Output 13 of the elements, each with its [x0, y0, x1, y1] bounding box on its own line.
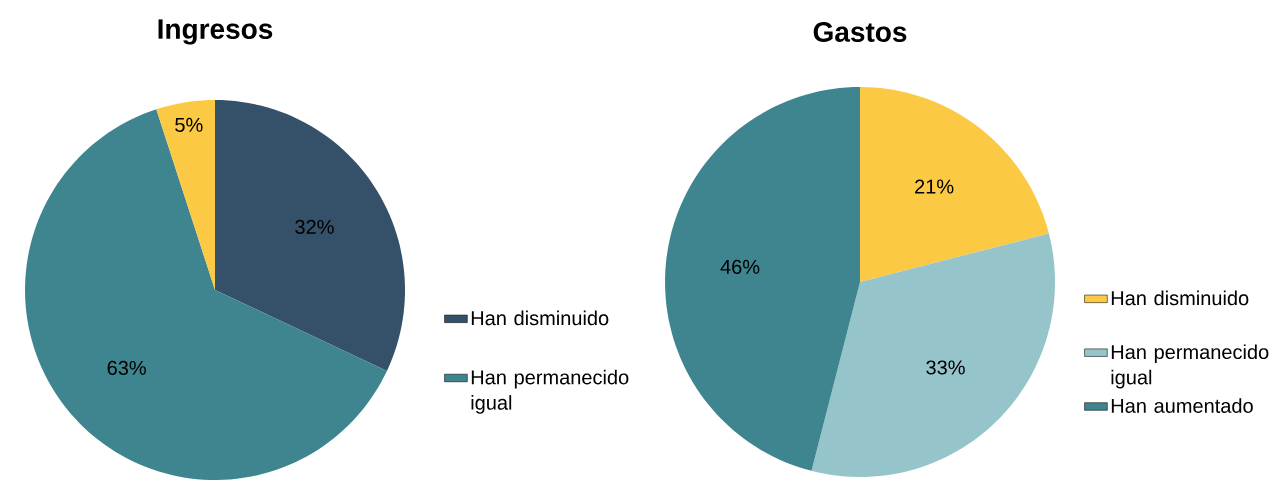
data-label: 21% — [915, 179, 954, 194]
data-label: 33% — [926, 360, 965, 375]
legend-label: Han disminuido — [471, 310, 609, 326]
chart-title: Gastos — [813, 22, 907, 42]
legend-label: Han disminuido — [1111, 290, 1249, 306]
data-label: 32% — [295, 219, 334, 234]
data-label: 63% — [107, 360, 146, 375]
legend-label: Han permanecido igual — [471, 369, 629, 414]
data-label: 46% — [720, 259, 760, 274]
data-label: 5% — [175, 117, 203, 132]
chart-title: Ingresos — [158, 19, 273, 45]
legend-label: Han permanecido igual — [1111, 344, 1269, 389]
legend-label: Han aumentado — [1111, 398, 1253, 413]
